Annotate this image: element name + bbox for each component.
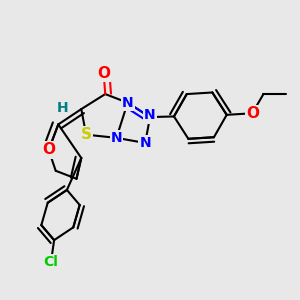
Text: O: O — [42, 142, 55, 158]
Text: H: H — [56, 101, 68, 115]
Text: O: O — [97, 66, 110, 81]
Text: N: N — [144, 109, 156, 122]
Text: O: O — [246, 106, 259, 121]
Text: N: N — [140, 136, 151, 150]
Text: N: N — [111, 131, 122, 145]
Text: S: S — [81, 127, 92, 142]
Text: N: N — [122, 96, 134, 110]
Text: Cl: Cl — [44, 256, 59, 269]
